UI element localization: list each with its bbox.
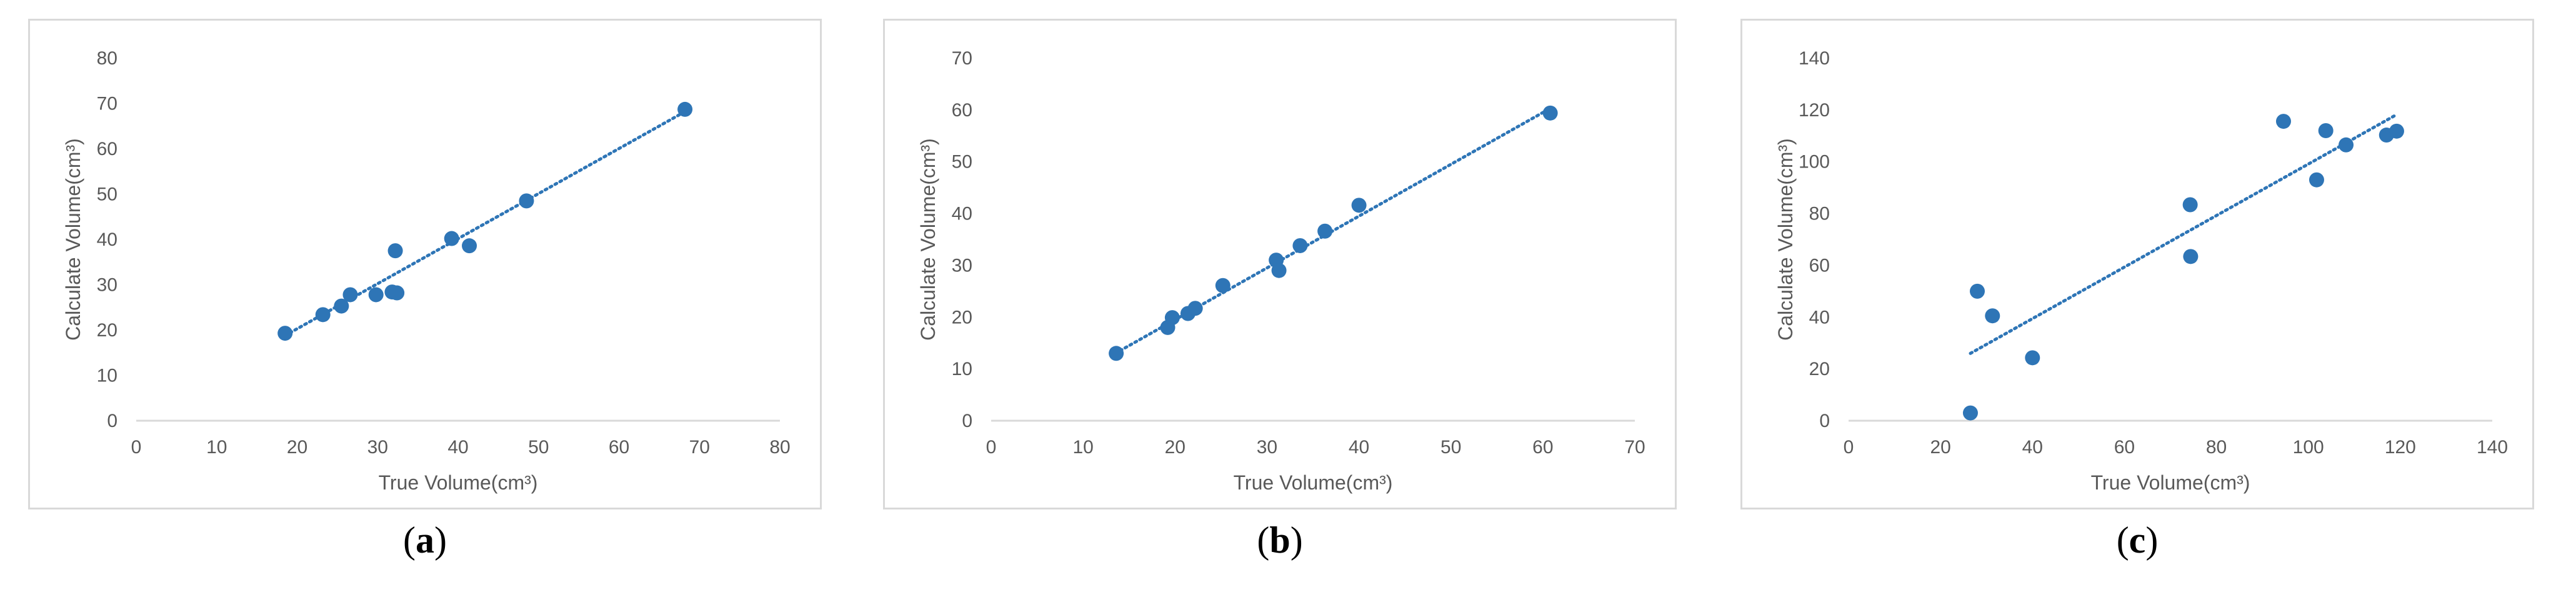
data-point [2339, 137, 2354, 153]
data-point [519, 193, 534, 209]
y-tick-label: 100 [1799, 152, 1830, 173]
x-tick-label: 60 [1532, 437, 1553, 458]
data-point [1317, 223, 1333, 239]
y-axis-title: Calculate Volume(cm³) [62, 138, 84, 341]
caption-a: (a) [403, 519, 447, 561]
x-axis-title: True Volume(cm³) [1234, 471, 1393, 494]
y-tick-label: 40 [97, 229, 117, 250]
y-tick-label: 140 [1799, 48, 1830, 69]
data-point [2389, 123, 2404, 139]
y-tick-label: 120 [1799, 100, 1830, 121]
data-point [2275, 114, 2291, 129]
scatter-chart-a: 0 10 20 30 40 50 60 70 80 0 10 20 30 40 50 60 70 80 True V… [62, 48, 791, 494]
x-tick-label: 40 [447, 437, 468, 458]
x-tick-label: 70 [1624, 437, 1645, 458]
x-tick-label: 80 [2206, 437, 2227, 458]
y-tick-label: 40 [952, 204, 972, 224]
data-point [1985, 308, 2000, 324]
x-tick-label: 140 [2477, 437, 2508, 458]
chart-panel-b: 0 10 20 30 40 50 60 70 0 10 20 30 40 50 60 70 True Volum… [883, 19, 1677, 509]
x-tick-label: 70 [689, 437, 710, 458]
y-tick-label: 10 [952, 359, 972, 379]
y-tick-label: 50 [97, 184, 117, 205]
x-axis-title: True Volume(cm³) [2091, 471, 2250, 494]
data-point [1962, 405, 1978, 421]
x-tick-label: 80 [769, 437, 790, 458]
y-tick-label: 0 [1819, 411, 1830, 431]
data-point [1351, 198, 1367, 213]
y-tick-label: 20 [97, 320, 117, 341]
data-point [1187, 301, 1203, 316]
trendline [1969, 113, 2397, 355]
x-tick-label: 20 [287, 437, 307, 458]
y-tick-label: 40 [1809, 307, 1830, 328]
data-point [387, 243, 403, 259]
data-point [1109, 346, 1124, 361]
y-axis-title: Calculate Volume(cm³) [1774, 138, 1797, 341]
data-point [1970, 283, 1985, 299]
x-tick-label: 30 [367, 437, 388, 458]
x-tick-label: 60 [2114, 437, 2135, 458]
y-tick-label: 70 [952, 48, 972, 69]
x-axis-title: True Volume(cm³) [379, 471, 538, 494]
data-point [2309, 172, 2324, 188]
data-point [368, 287, 384, 303]
x-tick-label: 40 [2022, 437, 2043, 458]
x-tick-label: 10 [206, 437, 227, 458]
x-tick-label: 0 [986, 437, 997, 458]
data-point [315, 307, 331, 323]
x-tick-label: 100 [2293, 437, 2324, 458]
y-tick-label: 80 [97, 48, 117, 69]
data-point [277, 326, 293, 341]
x-tick-label: 0 [1844, 437, 1854, 458]
x-tick-label: 10 [1072, 437, 1093, 458]
y-tick-label: 30 [97, 275, 117, 296]
x-tick-label: 50 [528, 437, 549, 458]
data-point [1271, 263, 1287, 278]
chart-panel-a: 0 10 20 30 40 50 60 70 80 0 10 20 30 40 50 60 70 80 True V… [28, 19, 822, 509]
y-axis-title: Calculate Volume(cm³) [917, 138, 939, 341]
data-point [1164, 310, 1180, 326]
x-tick-label: 120 [2385, 437, 2416, 458]
x-tick-label: 30 [1257, 437, 1277, 458]
y-tick-label: 0 [107, 411, 117, 431]
data-point [2318, 123, 2334, 138]
data-point [2025, 350, 2040, 366]
data-point [444, 231, 459, 246]
y-tick-label: 60 [952, 100, 972, 121]
x-tick-label: 40 [1349, 437, 1369, 458]
scatter-chart-b: 0 10 20 30 40 50 60 70 0 10 20 30 40 50 60 70 True Volum… [917, 48, 1645, 494]
data-point [462, 238, 477, 254]
data-point [1215, 278, 1231, 293]
y-tick-label: 70 [97, 94, 117, 114]
y-tick-label: 0 [962, 411, 972, 431]
y-tick-label: 60 [1809, 255, 1830, 276]
y-tick-label: 20 [952, 307, 972, 328]
y-tick-label: 20 [1809, 359, 1830, 379]
y-tick-label: 10 [97, 366, 117, 386]
data-point [342, 287, 358, 303]
y-tick-label: 60 [97, 139, 117, 159]
data-point [677, 101, 693, 117]
chart-panel-c: 0 20 40 60 80 100 120 140 0 20 40 60 80 100 120 140 True… [1740, 19, 2534, 509]
y-tick-label: 30 [952, 255, 972, 276]
scatter-chart-c: 0 20 40 60 80 100 120 140 0 20 40 60 80 100 120 140 True… [1774, 48, 2508, 494]
data-point [2183, 249, 2199, 264]
data-point [334, 298, 349, 314]
caption-c: (c) [2116, 519, 2159, 561]
data-point [1292, 238, 1308, 253]
y-tick-label: 80 [1809, 204, 1830, 224]
x-tick-label: 0 [131, 437, 142, 458]
data-point [1542, 105, 1558, 121]
x-tick-label: 60 [609, 437, 629, 458]
x-tick-label: 20 [1930, 437, 1950, 458]
caption-b: (b) [1257, 519, 1303, 561]
data-point [389, 285, 405, 301]
x-tick-label: 50 [1440, 437, 1461, 458]
y-tick-label: 50 [952, 152, 972, 173]
x-tick-label: 20 [1165, 437, 1186, 458]
data-point [2182, 197, 2198, 213]
